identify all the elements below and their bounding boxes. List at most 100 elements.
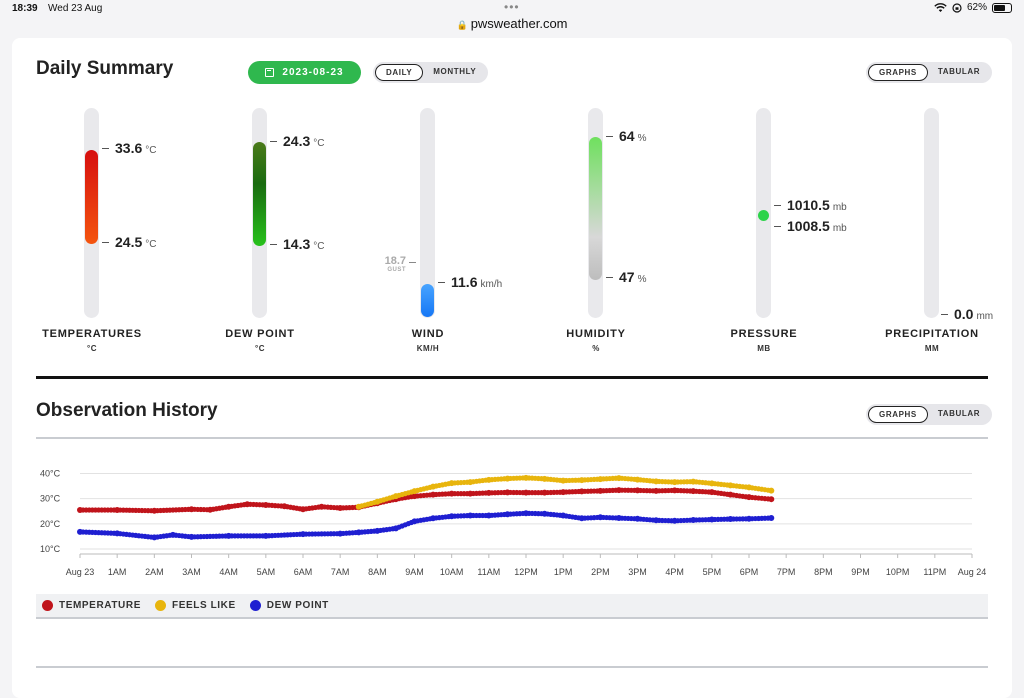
battery-percent: 62% (966, 2, 987, 13)
humidity-label: HUMIDITY (566, 328, 626, 340)
multitask-dots-icon[interactable]: ••• (504, 0, 520, 14)
feels-like-swatch (154, 600, 166, 611)
x-tick-label: 4AM (219, 567, 238, 577)
ios-status-bar: 18:39 Wed 23 Aug ••• 🔒 pwsweather.com 62% (0, 0, 1024, 38)
x-tick-label: 6AM (294, 567, 313, 577)
battery-icon (992, 2, 1012, 13)
legend-feels-like[interactable]: FEELS LIKE (154, 600, 236, 611)
temperature-gauge-fill (85, 150, 98, 244)
pressure-unit: MB (757, 344, 771, 353)
observation-chart: 40°C 30°C 20°C 10°C Aug 23 1AM 2AM 3AM 4AM 5AM 6AM… (40, 469, 987, 577)
date-label: 2023-08-23 (282, 67, 344, 78)
x-tick-label: 5AM (257, 567, 276, 577)
wind-label: WIND (411, 328, 445, 340)
summary-view-toggle: GRAPHS TABULAR (866, 62, 993, 83)
bottom-rule (36, 666, 988, 668)
temperature-label: TEMPERATURES (42, 328, 142, 340)
pressure-label: PRESSURE (730, 328, 798, 340)
date-picker-button[interactable]: 2023-08-23 (248, 61, 361, 84)
temperature-high: 33.6 °C (102, 140, 156, 156)
lock-icon: 🔒 (456, 20, 468, 30)
dew-point-high: 24.3 °C (270, 133, 324, 149)
rotation-lock-icon (952, 2, 962, 13)
monthly-button[interactable]: MONTHLY (433, 67, 477, 76)
history-tabular-button[interactable]: TABULAR (937, 409, 981, 418)
y-tick-label: 10°C (40, 544, 61, 554)
x-tick-label: Aug 23 (66, 567, 95, 577)
humidity-unit: % (592, 344, 600, 353)
precipitation-unit: MM (924, 344, 940, 353)
y-tick-label: 20°C (40, 519, 61, 529)
clock: 18:39 (12, 3, 38, 14)
x-tick-label: 12PM (514, 567, 538, 577)
history-header-rule (36, 437, 988, 439)
x-tick-label: Aug 24 (958, 567, 987, 577)
precipitation-value: 0.0 mm (941, 306, 993, 322)
legend-temperature[interactable]: TEMPERATURE (42, 600, 141, 611)
main-card: Daily Summary 2023-08-23 DAILY MONTHLY G… (12, 38, 1012, 698)
x-tick-label: 6PM (740, 567, 759, 577)
wind-gauge-fill (421, 284, 434, 317)
wifi-icon (934, 2, 947, 12)
x-tick-label: 7AM (331, 567, 350, 577)
summary-tabular-button[interactable]: TABULAR (937, 67, 981, 76)
wind-gust-marker (409, 262, 416, 263)
x-tick-label: 4PM (665, 567, 684, 577)
data-point (768, 487, 775, 494)
data-point (768, 496, 775, 503)
x-tick-label: 10PM (886, 567, 910, 577)
x-tick-label: 3PM (628, 567, 647, 577)
humidity-gauge-fill (589, 137, 602, 280)
wind-gauge-track (420, 108, 435, 318)
x-tick-label: 2AM (145, 567, 164, 577)
status-icons: 62% (934, 2, 1012, 13)
humidity-low: 47% (606, 269, 646, 285)
dew-point-swatch (249, 600, 261, 611)
temperature-unit: °C (87, 344, 97, 353)
x-tick-label: 7PM (777, 567, 796, 577)
observation-history-title: Observation History (36, 400, 218, 421)
wind-unit: KM/H (416, 344, 440, 353)
y-tick-label: 30°C (40, 494, 61, 504)
data-point (768, 515, 775, 522)
x-tick-label: 1PM (554, 567, 573, 577)
x-tick-label: 9PM (851, 567, 870, 577)
section-divider (36, 376, 988, 379)
pressure-marker (758, 210, 769, 221)
dew-point-low: 14.3 °C (270, 236, 324, 252)
url-text: pwsweather.com (470, 16, 568, 31)
x-tick-label: 8AM (368, 567, 387, 577)
calendar-icon (265, 68, 275, 77)
address-bar[interactable]: 🔒 pwsweather.com (450, 16, 574, 31)
history-view-toggle: GRAPHS TABULAR (866, 404, 993, 425)
x-tick-label: 11AM (477, 567, 500, 577)
x-tick-label: 10AM (440, 567, 464, 577)
x-tick-label: 5PM (703, 567, 722, 577)
pressure-high: 1010.5 mb (774, 197, 847, 213)
x-tick-label: 8PM (814, 567, 833, 577)
legend-dew-point[interactable]: DEW POINT (249, 600, 329, 611)
x-tick-label: 1AM (108, 567, 127, 577)
x-tick-label: 9AM (405, 567, 424, 577)
x-tick-label: 11PM (923, 567, 946, 577)
temperature-swatch (42, 600, 53, 611)
temperature-low: 24.5 °C (102, 234, 156, 250)
pressure-low: 1008.5 mb (774, 218, 847, 234)
precipitation-label: PRECIPITATION (885, 328, 979, 340)
x-tick-label: 2PM (591, 567, 610, 577)
wind-speed: 11.6 km/h (438, 274, 502, 290)
chart-legend: TEMPERATURE FEELS LIKE DEW POINT (36, 594, 988, 619)
y-tick-label: 40°C (40, 469, 61, 479)
summary-graphs-button[interactable]: GRAPHS (868, 64, 928, 81)
daily-summary-title: Daily Summary (36, 58, 174, 79)
humidity-high: 64% (606, 128, 646, 144)
date: Wed 23 Aug (48, 3, 103, 14)
precipitation-gauge-track (924, 108, 939, 318)
dew-point-unit: °C (255, 344, 265, 353)
dew-point-label: DEW POINT (225, 328, 295, 340)
history-graphs-button[interactable]: GRAPHS (868, 406, 928, 423)
daily-button[interactable]: DAILY (375, 64, 424, 81)
wind-gust: 18.7 GUST (384, 255, 406, 273)
period-toggle: DAILY MONTHLY (373, 62, 489, 83)
x-tick-label: 3AM (182, 567, 201, 577)
